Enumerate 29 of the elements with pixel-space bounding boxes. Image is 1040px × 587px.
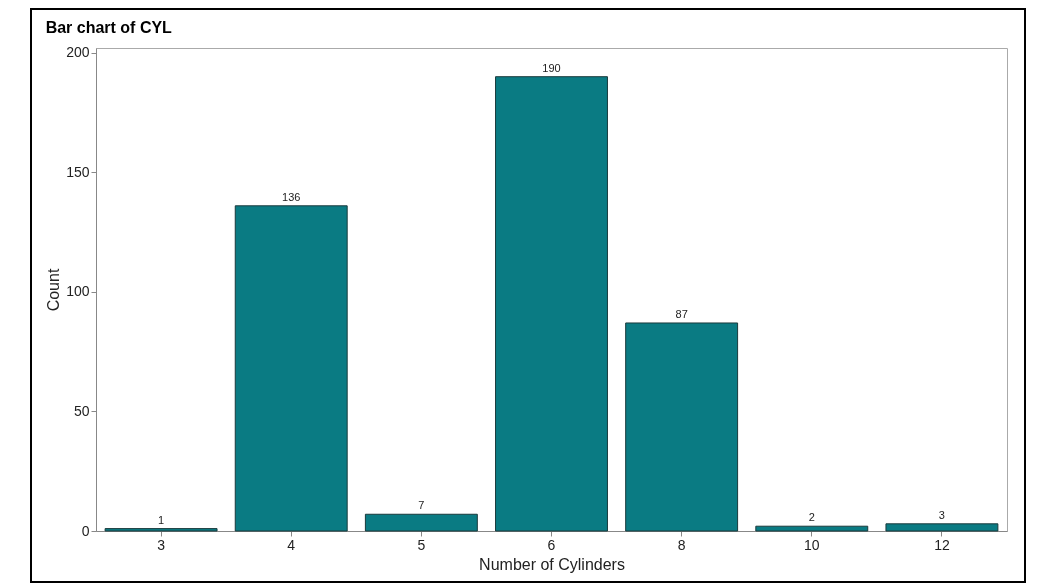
bar [234, 205, 348, 532]
x-axis-title: Number of Cylinders [479, 555, 625, 573]
data-label: 3 [938, 508, 945, 521]
y-tick-label: 150 [66, 163, 90, 180]
x-tick-label: 6 [547, 536, 556, 553]
data-label: 190 [542, 61, 561, 74]
x-tick-label: 12 [934, 536, 950, 553]
bar [625, 322, 739, 532]
y-axis-title: Count [45, 268, 63, 312]
bar [104, 528, 218, 532]
x-tick-label: 4 [287, 536, 296, 553]
data-label: 7 [418, 499, 425, 512]
y-tick-label: 0 [81, 522, 90, 539]
y-tick-label: 200 [66, 44, 90, 61]
bar [885, 523, 999, 532]
y-tick-label: 50 [73, 402, 90, 419]
data-label: 1 [158, 513, 165, 526]
data-label: 87 [675, 307, 688, 320]
data-label: 136 [282, 190, 301, 203]
bar [755, 525, 869, 532]
x-tick-label: 3 [157, 536, 166, 553]
x-tick-label: 5 [417, 536, 426, 553]
x-tick-label: 10 [804, 536, 820, 553]
bar [495, 76, 608, 532]
x-tick-label: 8 [677, 536, 686, 553]
data-label: 2 [808, 511, 815, 524]
chart-title: Bar chart of CYL [45, 18, 173, 36]
y-tick-label: 100 [66, 283, 90, 300]
bar [364, 513, 478, 532]
